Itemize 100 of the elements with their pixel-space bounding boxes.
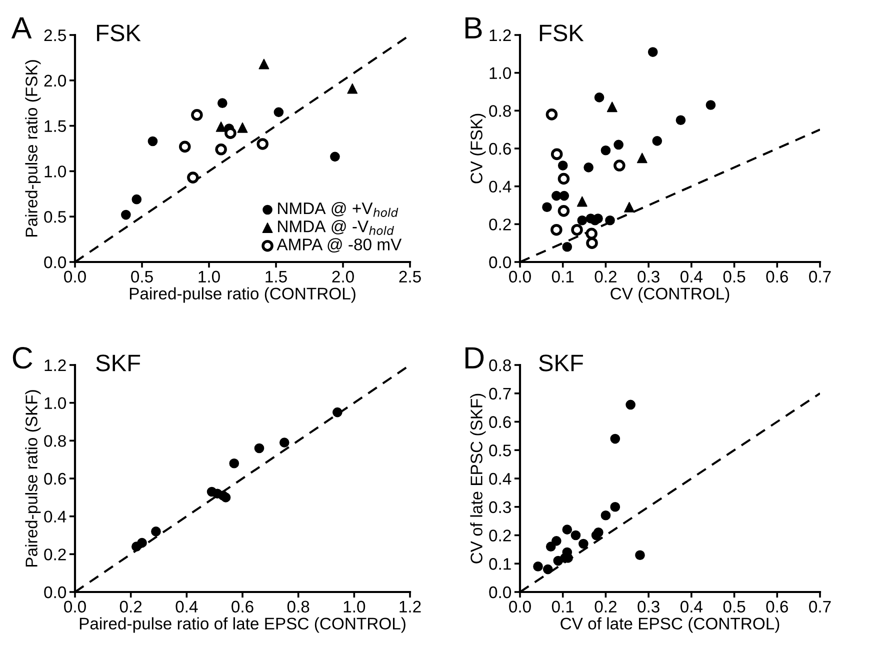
y-axis-title: Paired-pulse ratio (SKF): [25, 390, 41, 567]
point: [254, 443, 264, 454]
x-tick-label: 0.0: [509, 600, 531, 613]
text: B: [466, 17, 482, 38]
y-tick-label: 0.1: [489, 558, 511, 570]
point: [332, 407, 342, 418]
y-tick-label: 0.6: [489, 416, 511, 428]
point: [606, 102, 618, 112]
x-tick-label: 0.7: [809, 600, 831, 613]
point: [593, 214, 603, 224]
y-tick-label: 0.7: [489, 388, 511, 400]
point: [578, 538, 588, 549]
point: [635, 550, 645, 560]
point: [178, 140, 191, 153]
legend-label: NMDA @ -V$_{hold}$: [278, 220, 394, 235]
x-tick-label: 1.0: [344, 600, 366, 613]
point: [217, 98, 228, 108]
x-tick-label: 0.2: [120, 600, 142, 613]
y-tick-label: 1.0: [44, 166, 66, 178]
y-axis-title: CV (FSK): [470, 114, 486, 184]
point: [614, 140, 624, 150]
point: [151, 526, 161, 536]
point: [605, 215, 615, 226]
x-tick-label: 0.3: [638, 600, 660, 613]
y-axis-title: Paired-pulse ratio (FSK): [25, 60, 41, 237]
x-tick-label: 0.5: [723, 270, 746, 283]
point: [558, 160, 568, 170]
y-tick-label: 0.4: [489, 472, 512, 485]
y-tick-label: 0.2: [44, 548, 66, 560]
point: [132, 194, 142, 204]
y-axis-title: CV of late EPSC (SKF): [470, 394, 486, 564]
x-tick-label: 1.5: [266, 270, 287, 283]
y-tick-label: 1.2: [44, 359, 66, 372]
x-tick-label: 0.6: [232, 600, 254, 613]
y-tick-label: 0.5: [44, 211, 66, 223]
point: [571, 224, 583, 236]
y-tick-label: 0.0: [44, 256, 66, 268]
point: [558, 172, 570, 185]
point: [546, 108, 558, 120]
point: [586, 237, 598, 249]
x-tick-label: 1.0: [198, 270, 220, 283]
x-tick-label: 0.7: [809, 270, 831, 283]
point: [562, 242, 572, 252]
x-tick-label: 0.1: [552, 270, 574, 283]
point: [706, 100, 716, 110]
y-tick-label: 0.0: [489, 256, 512, 268]
x-tick-label: 0.6: [766, 270, 788, 283]
y-tick-label: 2.5: [44, 29, 66, 42]
text: C: [12, 347, 32, 369]
chart-title: FSK: [97, 24, 141, 42]
point: [347, 83, 358, 94]
y-tick-label: 0.2: [489, 218, 511, 230]
point: [121, 210, 131, 220]
point: [137, 538, 147, 548]
point: [542, 564, 553, 574]
point: [614, 160, 626, 172]
x-tick-label: 2.0: [332, 270, 354, 283]
chart-title: SKF: [539, 354, 583, 372]
x-tick-label: 0.6: [766, 600, 788, 613]
y-tick-label: 0.2: [489, 530, 511, 542]
x-tick-label: 0.4: [680, 270, 703, 283]
point: [570, 530, 581, 540]
legend-label: AMPA @ -80 mV: [276, 238, 402, 253]
point: [600, 145, 611, 156]
x-axis-title: CV (CONTROL): [610, 287, 730, 303]
point: [594, 527, 604, 538]
x-tick-label: 1.2: [400, 600, 421, 612]
y-tick-label: 0.4: [44, 510, 66, 523]
point: [624, 202, 635, 212]
point: [648, 47, 658, 57]
y-tick-label: 0.4: [489, 180, 512, 193]
point: [542, 202, 552, 212]
point: [191, 109, 203, 121]
x-tick-label: 0.1: [552, 600, 574, 613]
text: A: [11, 17, 32, 38]
x-axis-title: CV of late EPSC (CONTROL): [560, 617, 780, 633]
y-tick-label: 1.2: [490, 29, 511, 42]
point: [600, 510, 611, 520]
point: [187, 172, 199, 184]
point: [550, 224, 562, 236]
y-tick-label: 0.0: [44, 586, 66, 598]
y-tick-label: 0.0: [489, 586, 512, 598]
y-tick-label: 1.0: [44, 397, 66, 410]
point: [550, 148, 563, 160]
point: [330, 152, 340, 162]
x-tick-label: 0.5: [131, 270, 153, 283]
y-tick-label: 0.6: [44, 472, 66, 485]
legend-label: NMDA @ +V$_{hold}$: [278, 202, 398, 217]
point: [552, 536, 562, 546]
y-tick-label: 0.8: [489, 105, 511, 117]
point: [229, 458, 240, 468]
point: [274, 107, 284, 118]
point: [279, 438, 290, 448]
x-tick-label: 0.3: [638, 270, 660, 283]
point: [652, 136, 662, 146]
point: [216, 121, 226, 132]
y-tick-label: 0.5: [489, 444, 511, 456]
y-tick-label: 1.0: [490, 67, 512, 80]
point: [533, 562, 543, 572]
point: [610, 434, 620, 444]
